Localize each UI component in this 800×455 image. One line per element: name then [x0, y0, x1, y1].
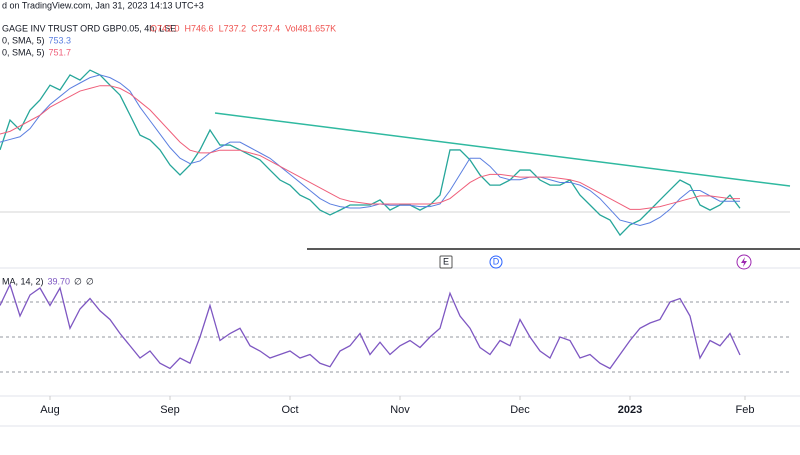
event-badge[interactable]	[489, 255, 503, 269]
indicator-value: 753.3	[49, 35, 72, 45]
indicator-name: 0, SMA, 5)	[2, 47, 45, 57]
ohlc-label: C737.4	[251, 23, 280, 33]
ohlc-label: Vol481.657K	[285, 23, 336, 33]
series-line	[0, 69, 741, 237]
rsi-extra: ∅	[74, 276, 82, 286]
ohlc-label: O742.0	[150, 23, 180, 33]
x-tick-label: 2023	[618, 404, 642, 416]
header-source: d on TradingView.com, Jan 31, 2023 14:13…	[2, 0, 204, 10]
x-tick-label: Feb	[736, 404, 755, 416]
x-tick-label: Sep	[160, 404, 180, 416]
x-tick-label: Oct	[281, 404, 298, 416]
rsi-value: 39.70	[48, 276, 71, 286]
trend-line	[214, 112, 791, 187]
rsi-extra: ∅	[86, 276, 94, 286]
event-badge[interactable]	[439, 255, 453, 269]
indicator-value: 751.7	[49, 47, 72, 57]
indicator-name: 0, SMA, 5)	[2, 35, 45, 45]
ohlc-label: L737.2	[219, 23, 247, 33]
series-line	[0, 282, 741, 370]
event-label: D	[493, 256, 500, 266]
lightning-icon	[741, 257, 747, 267]
series-line	[0, 74, 740, 226]
event-label: E	[443, 256, 449, 266]
series-line	[0, 85, 740, 210]
symbol-label: GAGE INV TRUST ORD GBP0.05, 4h, LSE	[2, 23, 176, 33]
x-tick-label: Aug	[40, 404, 60, 416]
x-tick-label: Dec	[510, 404, 530, 416]
x-tick-label: Nov	[390, 404, 410, 416]
ohlc-label: H746.6	[185, 23, 214, 33]
rsi-name: MA, 14, 2)	[2, 276, 44, 286]
